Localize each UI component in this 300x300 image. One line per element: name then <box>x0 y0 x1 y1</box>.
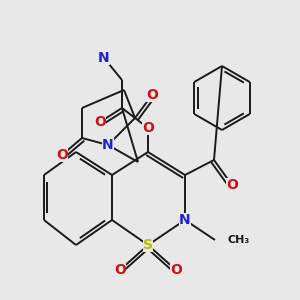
Text: O: O <box>226 178 238 192</box>
Text: N: N <box>102 138 114 152</box>
Text: O: O <box>142 121 154 135</box>
Text: O: O <box>56 148 68 162</box>
Text: O: O <box>94 115 106 129</box>
Text: N: N <box>179 213 191 227</box>
Text: S: S <box>143 238 153 252</box>
Text: N: N <box>98 51 110 65</box>
Text: O: O <box>146 88 158 102</box>
Text: O: O <box>170 263 182 277</box>
Text: CH₃: CH₃ <box>228 235 250 245</box>
Text: O: O <box>114 263 126 277</box>
